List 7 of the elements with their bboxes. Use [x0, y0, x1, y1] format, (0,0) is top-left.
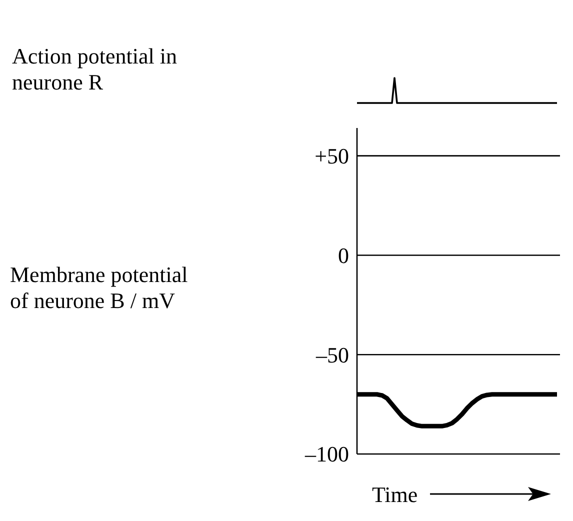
x-axis-title: Time: [372, 482, 418, 507]
y-tick-label: +50: [314, 144, 349, 169]
y-tick-label: –100: [304, 442, 349, 467]
y-tick-label: 0: [338, 242, 349, 268]
y-tick-label: –50: [315, 342, 349, 368]
y-axis-title: Membrane potential of neurone B / mV: [10, 262, 188, 313]
y-axis-title: Action potential in neurone R: [12, 44, 177, 94]
